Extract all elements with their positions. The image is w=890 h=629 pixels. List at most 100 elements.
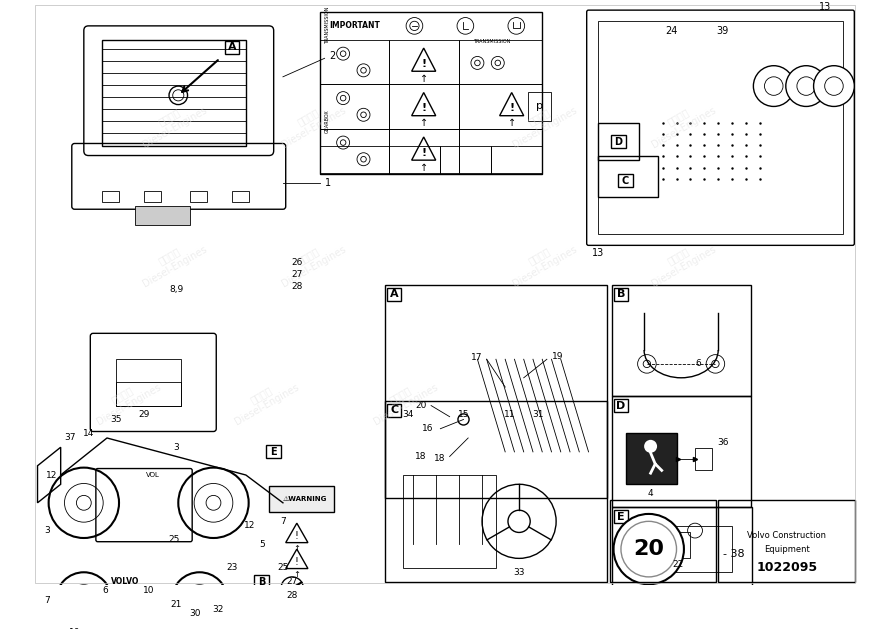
Text: !: ! [295,557,299,567]
Circle shape [194,594,206,606]
Text: 6: 6 [102,586,108,595]
Text: !: ! [421,59,426,69]
Bar [668,532,691,559]
Circle shape [786,65,827,106]
Text: 20: 20 [634,539,664,559]
Text: B: B [258,577,265,586]
Bar [190,191,207,202]
Circle shape [765,77,783,96]
Text: 31: 31 [532,410,544,420]
Bar [390,147,441,174]
Text: 32: 32 [213,605,223,614]
Text: 35: 35 [110,415,122,424]
Text: 10: 10 [143,586,154,595]
Text: 1022095: 1022095 [756,561,817,574]
Bar [491,147,542,174]
Bar [144,191,161,202]
Bar [386,288,401,301]
Bar [390,84,459,129]
Bar [598,123,640,160]
Text: VOLVO: VOLVO [111,577,140,586]
Text: 13: 13 [592,248,604,258]
Bar [320,147,390,174]
Bar [441,147,491,174]
Text: Equipment: Equipment [764,545,810,554]
Text: 20: 20 [415,401,426,410]
Text: 24: 24 [666,26,678,35]
Text: IMPORTANT: IMPORTANT [328,21,380,30]
Text: 34: 34 [402,410,414,420]
Text: 7: 7 [44,596,50,604]
Text: !: ! [421,103,426,113]
Bar [390,129,459,173]
Text: 紫发动力
Diesel-Engines: 紫发动力 Diesel-Engines [274,95,347,150]
Bar [630,526,732,572]
Text: 紫发动力
Diesel-Engines: 紫发动力 Diesel-Engines [274,233,347,289]
Bar [102,40,246,147]
Text: 14: 14 [83,429,94,438]
Bar [613,399,628,412]
Text: ⚠WARNING: ⚠WARNING [283,496,328,502]
Circle shape [753,65,794,106]
Text: 39: 39 [716,26,729,35]
Bar [269,486,334,512]
Text: 17: 17 [471,353,482,362]
Text: 18: 18 [415,452,426,461]
Text: 15: 15 [457,410,469,420]
Text: A: A [228,42,237,52]
Text: 3: 3 [44,526,50,535]
Circle shape [78,594,89,606]
Bar [320,40,390,84]
Circle shape [797,77,815,96]
Text: 27: 27 [287,577,298,586]
Bar [611,396,750,508]
Bar [320,12,542,174]
Bar [386,404,401,416]
Circle shape [458,414,469,425]
Text: E: E [271,447,277,457]
Text: ↑: ↑ [294,543,300,553]
Text: 6: 6 [695,359,700,369]
Text: 紫发动力
Diesel-Engines: 紫发动力 Diesel-Engines [367,372,440,428]
Text: 29: 29 [138,410,150,420]
Text: 5: 5 [260,540,265,549]
Bar [459,129,542,173]
Text: ↑: ↑ [294,570,300,579]
Bar [598,21,843,234]
Text: ↑: ↑ [420,118,428,128]
Bar [232,191,248,202]
Text: 紫发动力
Diesel-Engines: 紫发动力 Diesel-Engines [506,233,579,289]
Text: Volvo Construction: Volvo Construction [748,531,826,540]
Circle shape [173,90,184,101]
Bar [529,92,552,121]
Text: GEARBOX: GEARBOX [325,109,329,133]
Text: p: p [536,101,543,111]
Text: C: C [622,175,629,186]
Text: 紫发动力
Diesel-Engines: 紫发动力 Diesel-Engines [89,372,162,428]
Text: 16: 16 [422,424,433,433]
Circle shape [613,514,684,584]
Circle shape [169,86,188,104]
Text: 13: 13 [819,3,831,13]
Text: 19: 19 [552,352,563,361]
Text: 22: 22 [673,560,684,569]
Bar [117,382,181,406]
Text: !: ! [295,531,299,541]
Bar [718,500,855,582]
Text: 36: 36 [717,438,729,447]
Circle shape [206,496,221,510]
Bar [613,288,628,301]
Circle shape [813,65,854,106]
Text: 12: 12 [45,470,57,479]
Text: 28: 28 [291,282,303,291]
Bar [626,433,676,484]
Bar [320,84,390,129]
Text: 18: 18 [433,454,445,463]
Text: C: C [390,405,398,415]
Text: ↑: ↑ [507,118,515,128]
Text: 4: 4 [648,489,653,498]
Bar [384,285,607,498]
Text: 7: 7 [280,517,286,526]
Circle shape [77,496,92,510]
Text: 8,9: 8,9 [169,286,183,294]
